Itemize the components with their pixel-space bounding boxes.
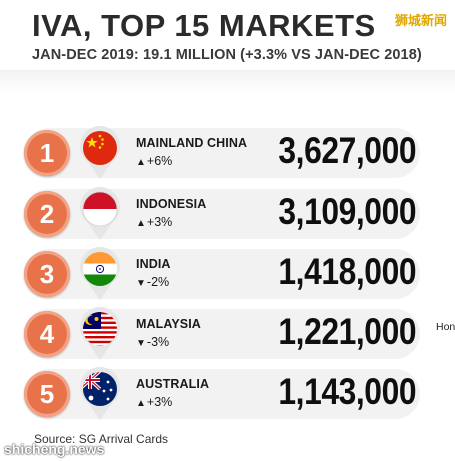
change-arrow: ▼	[136, 338, 146, 349]
change-value: +6%	[146, 154, 173, 168]
change-arrow: ▼	[136, 278, 146, 289]
country-name: AUSTRALIA	[136, 377, 210, 391]
arrivals-value: 3,627,000	[278, 130, 416, 171]
rank-badge: 2	[24, 191, 70, 237]
market-row: 4 MALAYSIA ▼-3% 1,221,000	[24, 307, 420, 360]
watermark-top: 狮城新闻	[394, 14, 447, 29]
australia-flag-icon	[80, 367, 120, 420]
rank-badge: 1	[24, 130, 70, 176]
change-value: +3%	[146, 215, 173, 229]
header-divider	[0, 70, 455, 92]
rank-badge: 3	[24, 251, 70, 297]
country-name: INDIA	[136, 257, 171, 271]
country-name: MALAYSIA	[136, 317, 201, 331]
china-flag-icon	[80, 126, 120, 179]
market-row: 2 INDONESIA ▲+3% 3,109,000	[24, 187, 420, 240]
change-label: ▼-3%	[136, 335, 169, 349]
arrivals-value: 1,143,000	[278, 371, 416, 412]
cutoff-side-label: Hon	[436, 321, 455, 333]
arrivals-value: 3,109,000	[278, 191, 416, 232]
market-row: 5 AUSTRALIA ▲+3% 1,143,000	[24, 367, 420, 420]
rank-badge: 4	[24, 311, 70, 357]
change-value: -2%	[146, 275, 170, 289]
change-arrow: ▲	[136, 218, 146, 229]
change-label: ▼-2%	[136, 275, 169, 289]
source-note: Source: SG Arrival Cards	[34, 432, 169, 446]
chart-subtitle: JAN-DEC 2019: 19.1 MILLION (+3.3% VS JAN…	[32, 47, 422, 63]
indonesia-flag-icon	[80, 187, 120, 240]
market-row: 1 MAINLAND CHINA ▲+6% 3,627,000	[24, 126, 420, 179]
arrivals-value: 1,221,000	[278, 311, 416, 352]
change-value: -3%	[146, 335, 170, 349]
change-arrow: ▲	[136, 157, 146, 168]
country-name: MAINLAND CHINA	[136, 136, 248, 150]
india-flag-icon	[80, 247, 120, 300]
change-value: +3%	[146, 395, 173, 409]
malaysia-flag-icon	[80, 307, 120, 360]
rank-badge: 5	[24, 371, 70, 417]
country-name: INDONESIA	[136, 197, 207, 211]
change-label: ▲+3%	[136, 395, 172, 409]
change-label: ▲+3%	[136, 215, 172, 229]
arrivals-value: 1,418,000	[278, 251, 416, 292]
change-label: ▲+6%	[136, 154, 172, 168]
market-row: 3 INDIA ▼-2% 1,418,000	[24, 247, 420, 300]
change-arrow: ▲	[136, 398, 146, 409]
chart-title: IVA, TOP 15 MARKETS	[32, 8, 376, 43]
watermark-bottom: shicheng.news	[4, 441, 105, 457]
